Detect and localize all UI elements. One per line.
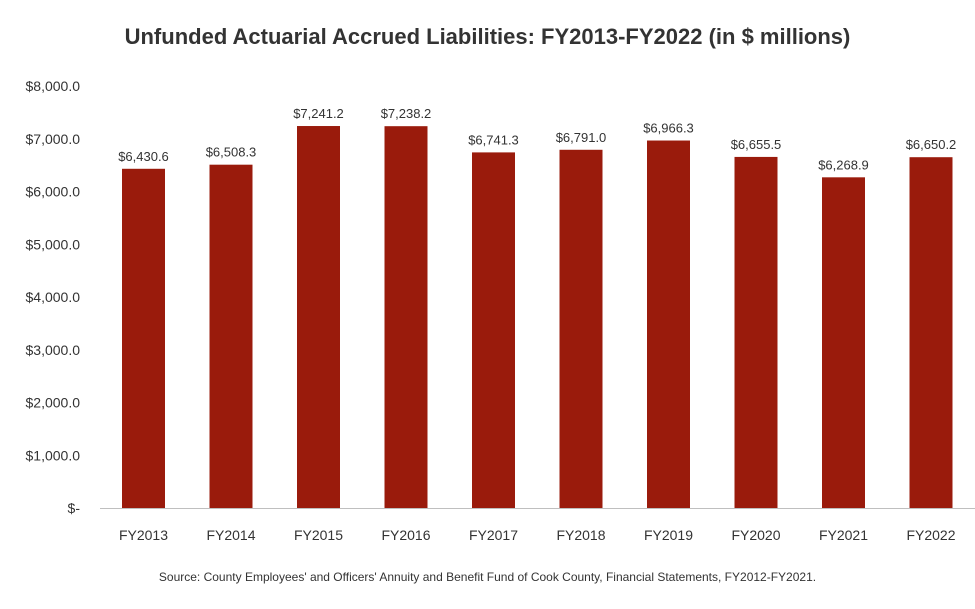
chart-title: Unfunded Actuarial Accrued Liabilities: … [124, 24, 851, 49]
bar [384, 126, 428, 509]
x-tick-label: FY2020 [731, 527, 780, 543]
y-tick-label: $2,000.0 [26, 395, 81, 411]
bar [297, 126, 340, 508]
data-label: $6,791.0 [556, 130, 607, 145]
y-tick-label: $6,000.0 [26, 184, 81, 200]
y-tick-label: $4,000.0 [26, 289, 81, 305]
bar [647, 140, 690, 508]
data-label: $6,655.5 [731, 137, 782, 152]
data-label: $7,238.2 [381, 106, 432, 121]
y-axis-labels: $- $1,000.0 $2,000.0 $3,000.0 $4,000.0 $5,000… [26, 78, 81, 516]
data-label: $6,966.3 [643, 121, 694, 136]
x-tick-label: FY2013 [119, 527, 168, 543]
bar [122, 168, 165, 509]
y-tick-label: $3,000.0 [26, 342, 81, 358]
x-tick-label: FY2015 [294, 527, 343, 543]
x-tick-label: FY2019 [644, 527, 693, 543]
bar [209, 164, 253, 508]
data-labels: $6,430.6 $6,508.3 $7,241.2 $7,238.2 $6,741.3… [118, 106, 956, 172]
x-tick-label: FY2014 [206, 527, 255, 543]
y-tick-label: $7,000.0 [26, 131, 81, 147]
source-note: Source: County Employees' and Officers' … [158, 570, 817, 584]
y-tick-label: $5,000.0 [26, 236, 81, 252]
x-tick-label: FY2018 [556, 527, 605, 543]
bar [559, 149, 603, 508]
data-label: $6,430.6 [118, 149, 169, 164]
y-tick-label: $8,000.0 [26, 78, 81, 94]
data-label: $6,268.9 [818, 157, 869, 172]
y-tick-label: $- [68, 500, 81, 516]
bar [822, 177, 865, 508]
bar [472, 152, 515, 508]
bar [909, 157, 953, 508]
x-tick-label: FY2017 [469, 527, 518, 543]
bar [734, 156, 778, 509]
y-tick-label: $1,000.0 [26, 447, 81, 463]
x-tick-label: FY2016 [381, 527, 430, 543]
data-label: $6,650.2 [906, 137, 957, 152]
data-label: $7,241.2 [293, 106, 344, 121]
x-tick-label: FY2021 [819, 527, 868, 543]
bars [122, 126, 953, 509]
data-label: $6,508.3 [206, 145, 257, 160]
x-tick-label: FY2022 [906, 527, 955, 543]
data-label: $6,741.3 [468, 132, 519, 147]
x-axis-labels: FY2013 FY2014 FY2015 FY2016 FY2017 FY2018 FY20… [119, 527, 956, 543]
